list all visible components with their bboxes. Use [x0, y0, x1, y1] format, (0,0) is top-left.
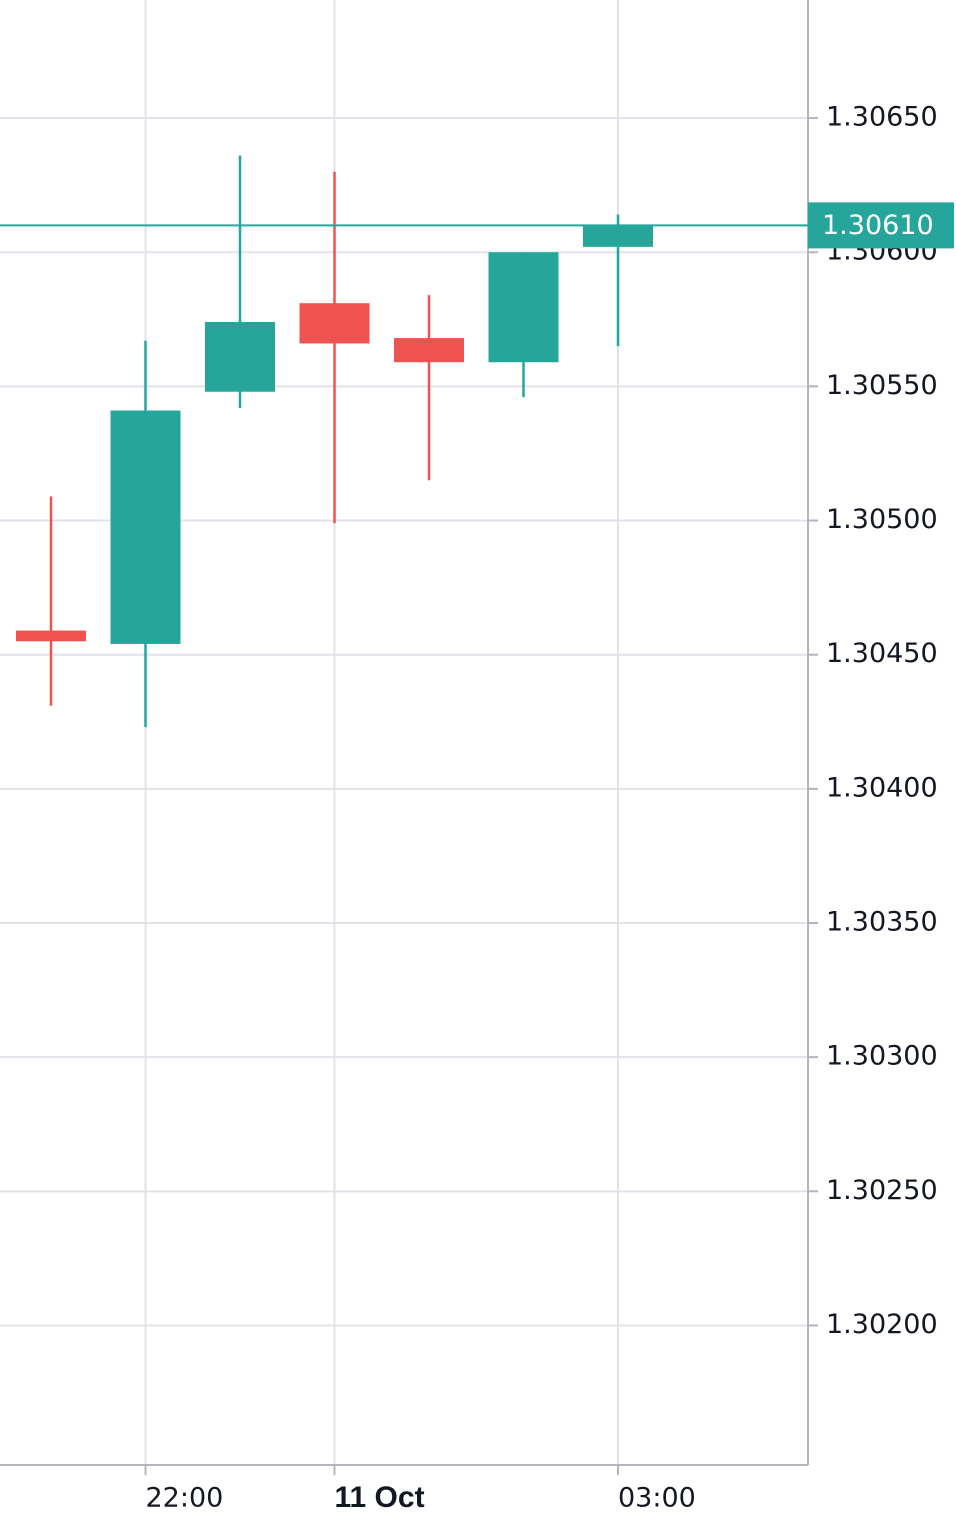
candle-body [205, 321, 275, 392]
candle-body [583, 225, 653, 247]
candle-body [299, 303, 370, 344]
y-tick-label: 1.30200 [826, 1309, 938, 1340]
candle-body [110, 410, 181, 644]
y-tick-label: 1.30250 [826, 1175, 938, 1206]
x-tick-label: 22:00 [146, 1483, 224, 1514]
candle-body [16, 630, 86, 642]
candle-body [488, 252, 559, 363]
last-price-label: 1.30610 [822, 210, 934, 241]
y-tick-label: 1.30450 [826, 638, 938, 669]
y-tick-label: 1.30550 [826, 370, 938, 401]
y-tick-label: 1.30500 [826, 504, 938, 535]
candle-body [394, 338, 464, 363]
x-tick-label: 11 Oct [335, 1481, 425, 1514]
y-tick-label: 1.30400 [826, 772, 938, 803]
y-tick-label: 1.30650 [826, 102, 938, 133]
y-tick-label: 1.30300 [826, 1041, 938, 1072]
last-price-box [808, 202, 954, 249]
x-tick-label: 03:00 [618, 1483, 696, 1514]
y-tick-label: 1.30350 [826, 907, 938, 938]
